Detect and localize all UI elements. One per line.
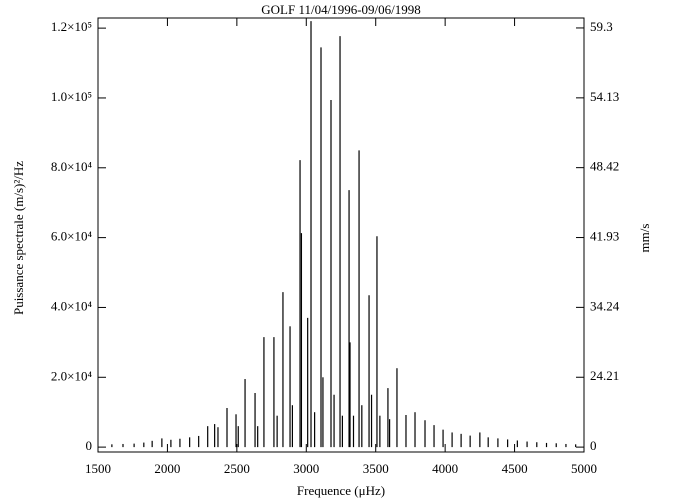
x-tick-label: 3500 [363,461,389,476]
y2-tick-label: 48.42 [590,159,619,174]
y-tick-label: 1.2×10⁵ [51,19,92,34]
y-tick-label: 6.0×10⁴ [51,229,93,244]
y2-tick-label: 34.24 [590,298,620,313]
x-tick-label: 2000 [154,461,180,476]
y-tick-label: 0 [86,438,93,453]
y2-axis-label: mm/s [637,224,652,253]
y-tick-label: 4.0×10⁴ [51,298,93,313]
chart-title: GOLF 11/04/1996-09/06/1998 [261,2,421,17]
y-axis-label: Puissance spectrale (m/s)²/Hz [11,161,26,315]
x-tick-label: 4000 [432,461,458,476]
x-tick-label: 1500 [85,461,111,476]
y-tick-label: 2.0×10⁴ [51,368,93,383]
x-tick-label: 3000 [293,461,319,476]
y-tick-label: 8.0×10⁴ [51,159,93,174]
x-tick-label: 4500 [502,461,528,476]
x-tick-label: 5000 [571,461,597,476]
x-tick-label: 2500 [224,461,250,476]
y2-tick-label: 41.93 [590,229,619,244]
y2-tick-label: 0 [590,438,597,453]
y2-tick-label: 54.13 [590,89,619,104]
plot-frame [97,17,585,453]
x-axis-label: Frequence (μHz) [297,483,385,498]
y-tick-label: 1.0×10⁵ [51,89,92,104]
y2-tick-label: 24.21 [590,368,619,383]
y2-tick-label: 59.3 [590,19,613,34]
